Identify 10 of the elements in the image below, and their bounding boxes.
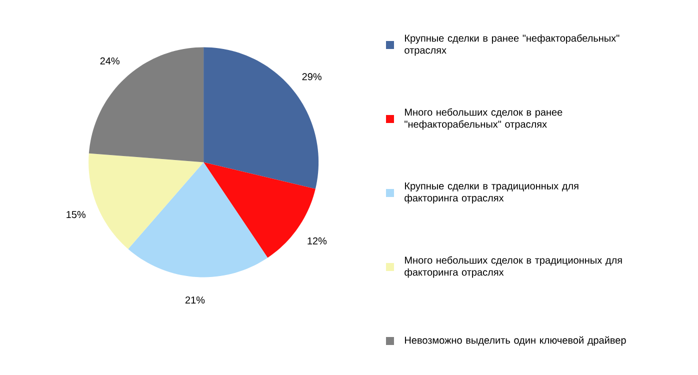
legend-label: Много небольших сделок в ранее "нефакторабельных" отраслях (404, 108, 562, 130)
legend-label: Крупные сделки в традиционных для факторинга отраслях (404, 182, 578, 204)
data-label: 12% (308, 237, 327, 244)
data-label: 21% (185, 296, 205, 304)
data-label: 29% (302, 73, 322, 80)
legend-label: Невозможно выделить один ключевой драйвер (405, 336, 626, 346)
data-label: 24% (100, 57, 120, 64)
legend-label: Много небольших сделок в традиционных для факторинга отраслях (404, 256, 622, 278)
data-label: 15% (66, 211, 86, 218)
legend-label: Крупные сделки в ранее "нефакторабельных" отраслях (404, 34, 620, 56)
